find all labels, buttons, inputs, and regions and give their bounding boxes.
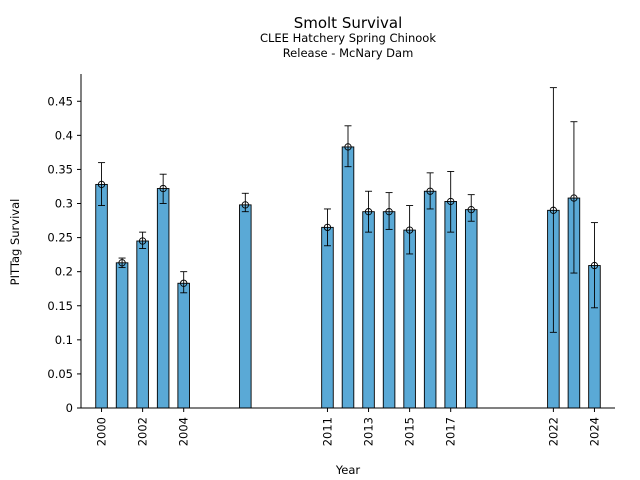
x-tick-label-1: 2002 <box>136 417 150 446</box>
plot-area: 0 0.05 0.1 0.15 0.2 0.25 0.3 0.35 0.4 0.45 2000 200… <box>47 74 615 446</box>
x-tick-label-3: 2011 <box>320 417 334 446</box>
point-marker-2014 <box>385 208 393 216</box>
point-marker-2024 <box>590 261 599 270</box>
chart-title: Smolt Survival <box>294 14 403 32</box>
y-tick-label-4: 0.2 <box>55 265 73 279</box>
point-marker-2022 <box>549 206 558 214</box>
bar-2004 <box>177 282 190 409</box>
error-bar-2003 <box>159 173 167 204</box>
point-marker-2000 <box>97 180 106 189</box>
bar-2015 <box>403 229 416 409</box>
bar-2013 <box>362 211 375 409</box>
point-marker-2016 <box>426 187 434 195</box>
point-marker-2012 <box>344 143 352 151</box>
point-marker-2013 <box>364 208 373 216</box>
chart-subtitle-line-1: CLEE Hatchery Spring Chinook <box>260 31 436 45</box>
y-tick-label-7: 0.35 <box>47 162 73 176</box>
x-tick-label-8: 2024 <box>587 417 601 446</box>
x-tick-label-6: 2017 <box>444 417 458 446</box>
x-tick-label-7: 2022 <box>546 417 560 446</box>
error-bar-2002 <box>139 231 147 249</box>
y-tick-label-8: 0.4 <box>55 128 73 142</box>
bar-2000 <box>95 183 108 409</box>
bar-2011 <box>321 226 334 409</box>
y-tick-label-6: 0.3 <box>55 197 73 211</box>
error-bar-2017 <box>447 171 455 233</box>
x-tick-label-0: 2000 <box>95 417 109 446</box>
bar-2001 <box>115 262 129 409</box>
bar-2007 <box>239 204 252 409</box>
error-bar-2012 <box>344 125 352 168</box>
error-bar-2018 <box>467 194 475 222</box>
y-tick-label-9: 0.45 <box>47 94 73 108</box>
x-axis-label: Year <box>335 463 361 477</box>
point-marker-2017 <box>447 197 455 206</box>
point-marker-2002 <box>138 237 147 245</box>
error-bar-2015 <box>406 205 414 255</box>
bar-2012 <box>341 146 355 409</box>
error-bar-2016 <box>426 172 434 210</box>
bar-2018 <box>464 209 478 409</box>
chart-subtitle-line-2: Release - McNary Dam <box>283 46 414 60</box>
y-tick-label-5: 0.25 <box>47 231 73 245</box>
point-marker-2018 <box>467 205 475 214</box>
error-bar-2011 <box>323 208 331 247</box>
point-marker-2003 <box>159 184 167 193</box>
bar-2016 <box>423 190 437 409</box>
y-axis-label: PITTag Survival <box>8 199 22 286</box>
x-tick-label-4: 2013 <box>362 417 376 446</box>
bar-2003 <box>156 188 170 409</box>
error-bar-2023 <box>570 121 578 274</box>
x-tick-label-2: 2004 <box>177 417 191 446</box>
y-tick-label-1: 0.05 <box>47 367 73 381</box>
error-bar-2004 <box>180 271 188 294</box>
point-marker-2015 <box>405 226 414 234</box>
error-bar-2022 <box>549 87 557 333</box>
y-tick-label-0: 0 <box>66 401 73 415</box>
y-tick-label-2: 0.1 <box>55 333 73 347</box>
point-marker-2004 <box>180 279 188 287</box>
error-bar-2013 <box>365 190 373 233</box>
error-bar-2024 <box>590 222 598 309</box>
error-bar-2007 <box>241 192 249 213</box>
bar-2002 <box>136 240 149 409</box>
error-bar-2014 <box>385 192 393 230</box>
x-tick-label-5: 2015 <box>403 417 417 446</box>
error-bar-2000 <box>98 162 106 207</box>
point-marker-2023 <box>570 194 578 202</box>
point-marker-2007 <box>241 201 249 209</box>
bar-2014 <box>382 211 396 409</box>
y-tick-label-3: 0.15 <box>47 299 73 313</box>
point-marker-2011 <box>323 223 332 232</box>
point-marker-2001 <box>118 259 126 267</box>
